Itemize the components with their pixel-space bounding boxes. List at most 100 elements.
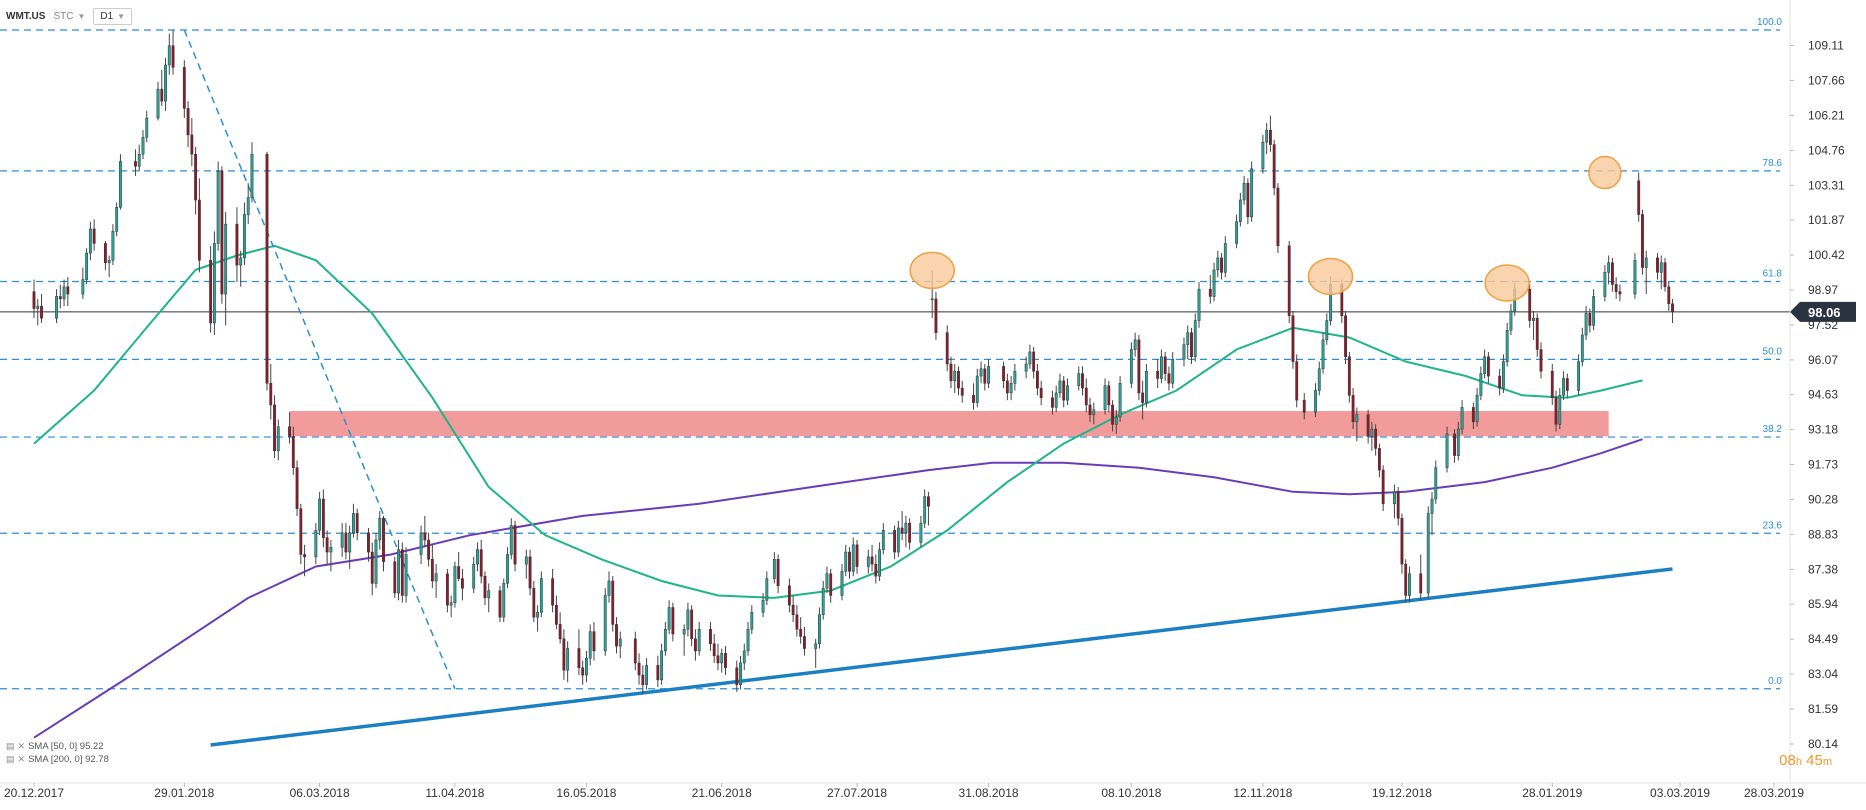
candle (1584, 306, 1588, 340)
legend-row-sma50[interactable]: ▤ ✕ SMA [50, 0] 95.22 (6, 740, 109, 753)
chart-style-dropdown[interactable]: STC ▼ (53, 11, 85, 22)
candle (558, 612, 562, 644)
candle-body (712, 643, 716, 656)
candle (171, 30, 175, 75)
candle (145, 110, 149, 143)
candle-body (577, 648, 581, 669)
candle-body (1235, 221, 1239, 244)
candle-body (509, 525, 513, 555)
candle-body (276, 426, 280, 452)
candle (855, 540, 859, 574)
candle-body (1208, 288, 1212, 297)
x-tick-label: 12.11.2018 (1233, 786, 1292, 800)
candle-body (1479, 373, 1483, 396)
trendlines (183, 29, 1673, 747)
timeframe-dropdown[interactable]: D1 ▼ (93, 7, 133, 25)
candle (562, 629, 566, 680)
candle (220, 166, 224, 304)
y-tick-label: 104.76 (1808, 143, 1845, 157)
candle (1160, 349, 1163, 384)
candle-body (1167, 373, 1171, 384)
candle-body (1088, 404, 1092, 415)
current-price-line-layer: 98.06 (0, 301, 1856, 322)
candle-body (1114, 416, 1118, 425)
candle (615, 617, 618, 654)
candle (592, 621, 596, 661)
candle (85, 248, 89, 285)
candle-body (393, 561, 397, 594)
candle-body (1265, 129, 1269, 143)
candle-body (694, 638, 697, 652)
close-icon[interactable]: ✕ (17, 741, 26, 751)
candle (724, 646, 727, 676)
x-tick-label: 21.06.2018 (692, 786, 752, 800)
candle-body (829, 573, 833, 596)
candle-body (1103, 385, 1107, 411)
close-icon[interactable]: ✕ (17, 754, 26, 764)
candle (927, 491, 930, 526)
candle (1287, 241, 1291, 323)
candle (344, 523, 348, 560)
candle (1182, 337, 1186, 367)
candle-body (1032, 351, 1036, 372)
candle-body (825, 573, 829, 589)
current-price-tag (1790, 301, 1856, 322)
candle (1603, 265, 1607, 302)
candle-body (844, 551, 848, 572)
candle (1641, 209, 1644, 275)
candle-body (1374, 428, 1378, 449)
candle (1156, 359, 1160, 389)
candle (291, 426, 295, 475)
y-tick-label: 91.73 (1808, 458, 1838, 472)
candle (554, 595, 558, 630)
candle (829, 568, 833, 603)
candle-body (536, 612, 540, 618)
candle (1028, 344, 1032, 369)
candle-body (1505, 329, 1509, 362)
candle (1081, 366, 1084, 396)
candle (1456, 421, 1460, 461)
candle-body (1550, 370, 1554, 398)
candle-body (690, 609, 694, 640)
candle (1580, 327, 1584, 367)
candle (239, 250, 243, 287)
candle (1317, 361, 1321, 396)
candle-body (1144, 370, 1148, 403)
candle (709, 621, 712, 651)
candle-body (1671, 303, 1674, 313)
candle (1163, 351, 1167, 381)
candle (1381, 465, 1385, 512)
candle-body (1614, 284, 1618, 292)
symbol-label[interactable]: WMT.US (6, 10, 46, 22)
candle (716, 643, 720, 671)
candle (1408, 566, 1411, 603)
candle-body (1051, 397, 1054, 408)
candle-body (960, 387, 964, 396)
candle-body (750, 612, 754, 630)
settings-icon[interactable]: ▤ (6, 741, 15, 751)
candle (1656, 253, 1659, 280)
candle-body (671, 607, 675, 635)
candle-body (975, 375, 979, 403)
x-tick-label: 27.07.2018 (827, 786, 887, 800)
candle (1013, 363, 1017, 391)
candle (1610, 257, 1614, 292)
candle (791, 595, 795, 622)
candle-body (1268, 129, 1272, 145)
candle (866, 549, 870, 574)
candle (1532, 310, 1535, 340)
legend-row-sma200[interactable]: ▤ ✕ SMA [200, 0] 92.78 (6, 753, 109, 766)
candle-body (765, 578, 769, 601)
candle-body (1186, 332, 1190, 345)
candle-body (927, 496, 930, 507)
y-tick-label: 107.66 (1808, 73, 1845, 87)
candle (1528, 284, 1532, 328)
y-tick-label: 96.07 (1808, 353, 1838, 367)
candle-body (1024, 363, 1028, 372)
settings-icon[interactable]: ▤ (6, 754, 15, 764)
candle-body (930, 298, 934, 301)
candle-body (314, 530, 318, 558)
candle-body (1314, 390, 1317, 413)
